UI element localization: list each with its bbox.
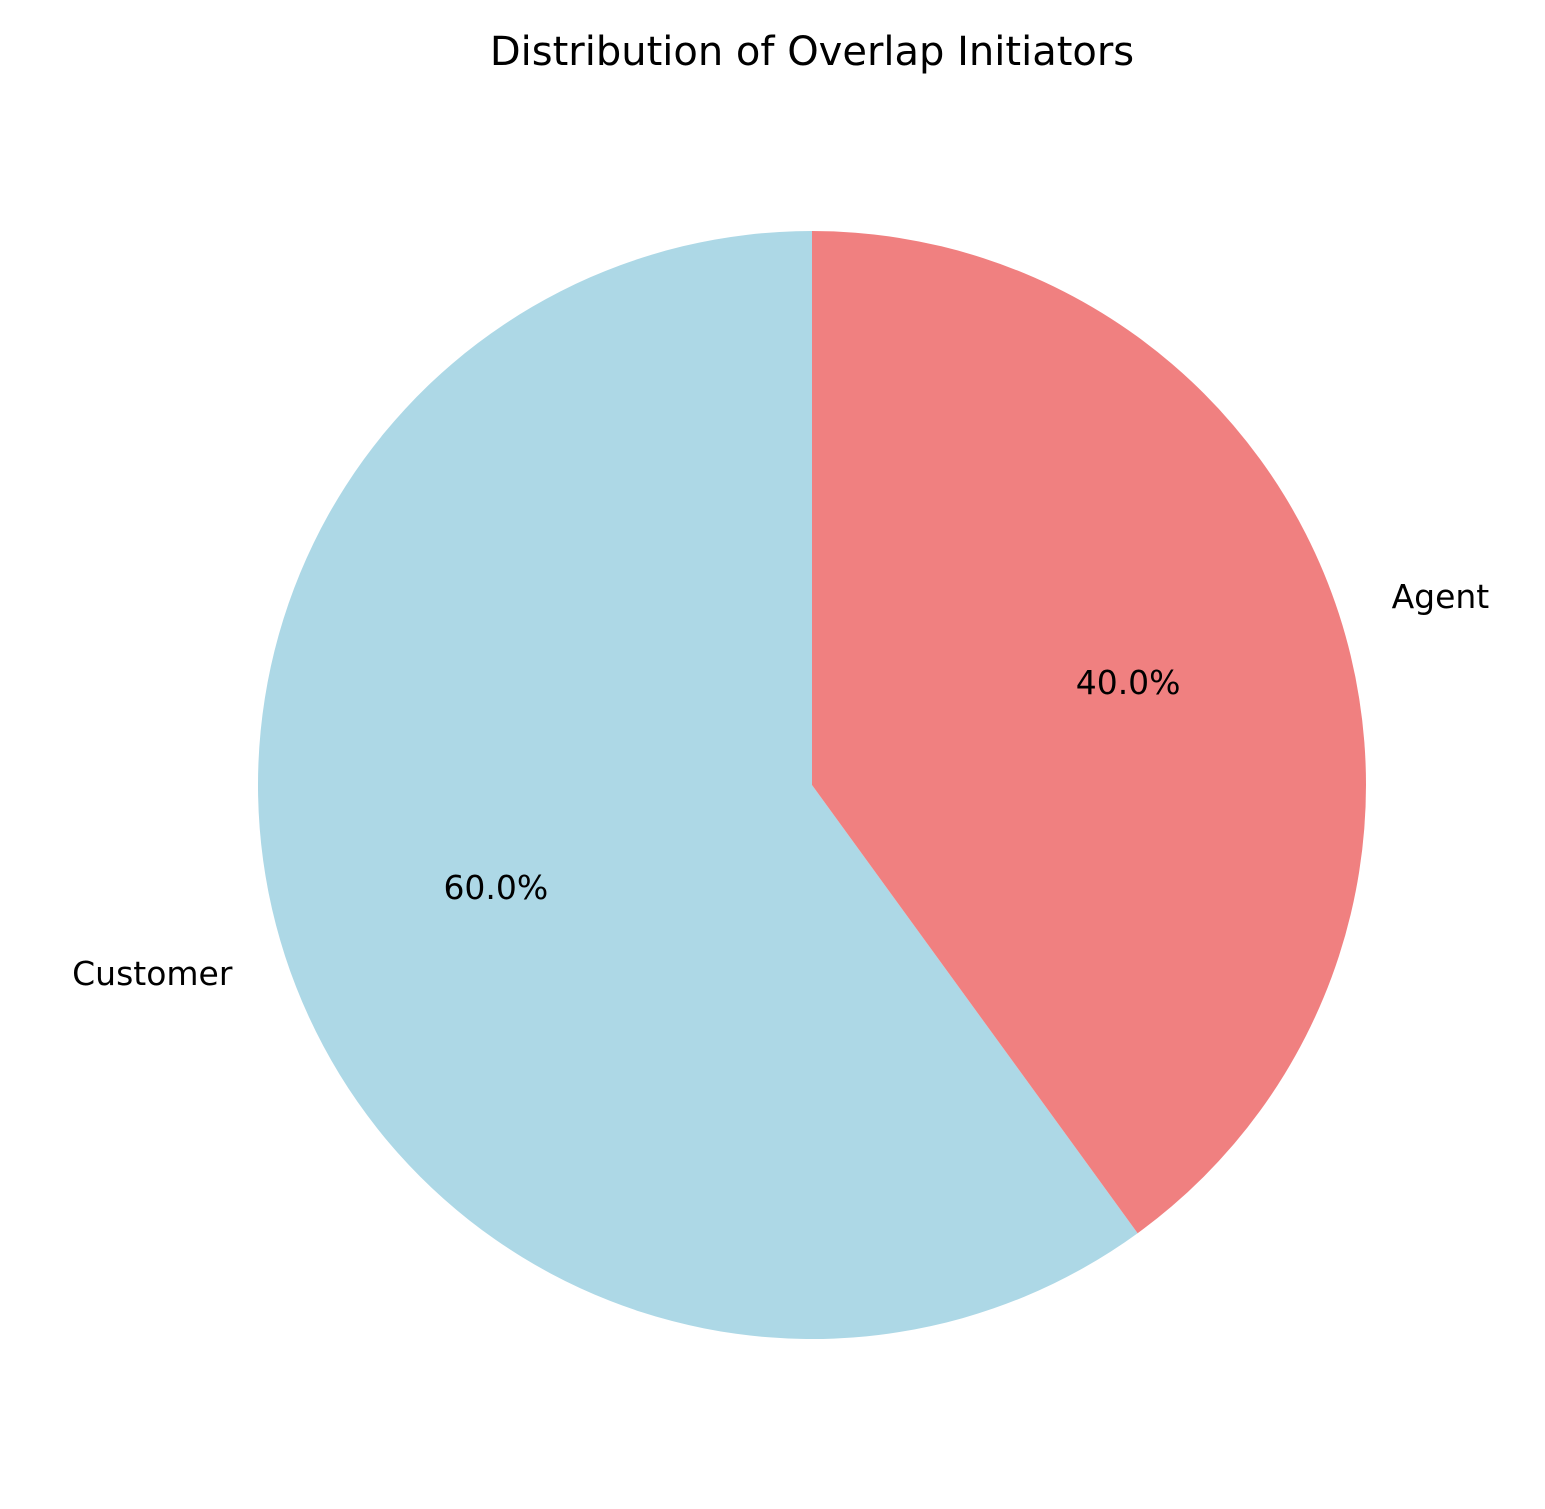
pie-slice-customer	[257, 231, 1138, 1340]
chart-title: Distribution of Overlap Initiators	[490, 29, 1134, 75]
pie-slices	[257, 231, 1366, 1340]
percent-label-customer: 60.0%	[443, 868, 548, 907]
pie-slice-agent	[812, 231, 1366, 1234]
percent-label-agent: 40.0%	[1076, 663, 1181, 702]
slice-label-customer: Customer	[72, 954, 233, 993]
pie-labels: Customer 60.0% Agent 40.0%	[72, 577, 1489, 993]
slice-label-agent: Agent	[1392, 577, 1490, 616]
